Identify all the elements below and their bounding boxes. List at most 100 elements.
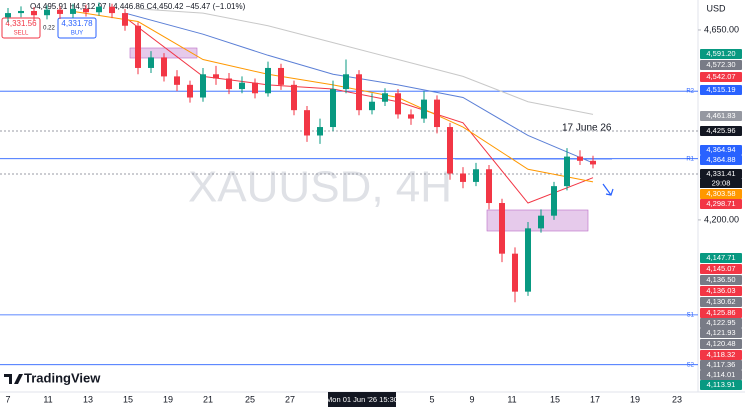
candle [5,8,11,23]
price-tag [700,339,742,349]
candle-body [356,74,362,111]
x-tick-label: 25 [245,394,255,404]
buy-button[interactable]: 4,331.78 BUY [57,17,97,39]
x-tick-label: 13 [83,394,93,404]
candle-body [460,173,466,182]
price-tag-label: 4,122.95 [706,318,735,327]
candle [135,22,141,75]
candle [473,162,479,187]
logo: TradingView [4,370,101,385]
x-tick-label: 27 [285,394,295,404]
candle [460,167,466,189]
x-tick-label: 19 [163,394,173,404]
candle-body [57,9,63,14]
y-tick-label: 4,200.00 [704,214,739,224]
candle [447,122,453,180]
buy-price: 4,331.78 [61,19,93,28]
sell-button[interactable]: 4,331.56 SELL [1,17,41,39]
candle-body [486,169,492,204]
candle [382,88,388,106]
candle [564,148,570,191]
x-tick-label: 23 [672,394,682,404]
price-tag [700,111,742,121]
candle-body [408,114,414,119]
candle [317,118,323,144]
candle-body [70,8,76,14]
price-tag [700,328,742,338]
candle [356,70,362,116]
candle-body [96,6,102,13]
x-tick-label: 21 [203,394,213,404]
candle [577,150,583,166]
annotation: 17 June 26 [562,123,612,134]
candle-body [109,6,115,14]
price-tag-label: 4,130.62 [706,297,735,306]
x-tick-label: 11 [507,394,516,404]
candle [369,93,375,115]
candle-body [18,10,24,14]
candle-body [369,101,375,111]
pivot-label: R1 [686,156,694,162]
candle [486,165,492,210]
candle-body [317,127,323,136]
price-tag [700,60,742,70]
price-tag-label: 4,147.71 [706,253,735,262]
price-tag [700,126,742,136]
candle [96,2,102,16]
candle-body [135,25,141,68]
candle [525,222,531,296]
price-tag [700,370,742,380]
candle-body [382,93,388,102]
candle-body [304,110,310,136]
ohlc-header: O4,495.91 H4,512.97 L4,446.86 C4,450.42 … [30,2,246,11]
candle [161,53,167,82]
countdown: 29:08 [712,178,731,187]
candle-body [577,156,583,161]
price-tag [700,264,742,274]
price-tag-label: 4,515.19 [706,85,735,94]
candle [213,65,219,85]
price-tag-label: 4,331.41 [706,169,735,178]
sell-box[interactable] [1,17,41,39]
price-tag-label: 4,125.86 [706,308,735,317]
candle [434,95,440,134]
candle [57,6,63,19]
candle-body [291,84,297,111]
candle-body [512,253,518,292]
demand-zone [486,209,589,232]
price-tag-label: 4,121.93 [706,328,735,337]
candle [395,89,401,119]
price-tag-label: 4,113.91 [707,380,736,389]
x-tick-label: Mon 01 Jun '26 15:30 [326,395,398,404]
candle [421,91,427,123]
candle-body [44,9,50,16]
price-tag-label: 4,591.20 [706,49,735,58]
candle-body [421,99,427,119]
price-tag-label: 4,120.48 [706,339,735,348]
candle [174,70,180,92]
price-tag-label: 4,364.94 [706,145,735,154]
candle-body [252,82,258,94]
sell-price: 4,331.56 [5,19,37,28]
candle [44,5,50,20]
price-tag [700,318,742,328]
candle-body [174,76,180,85]
price-tag-label: 4,364.88 [706,155,735,164]
candle [148,51,154,74]
crosshair-time-box [328,392,396,407]
price-tag [700,275,742,285]
candle-body [265,67,271,94]
buy-box[interactable] [57,17,97,39]
candle-body [473,169,479,182]
sell-label: SELL [14,31,29,37]
candle-body [161,57,167,77]
price-tag [700,286,742,296]
candle [304,105,310,142]
price-tag [700,72,742,82]
candle-body [525,228,531,292]
price-tag [700,199,742,209]
price-tag-label: 4,136.50 [706,275,735,284]
price-tag-label: 4,461.83 [706,111,735,120]
candle-body [200,74,206,98]
